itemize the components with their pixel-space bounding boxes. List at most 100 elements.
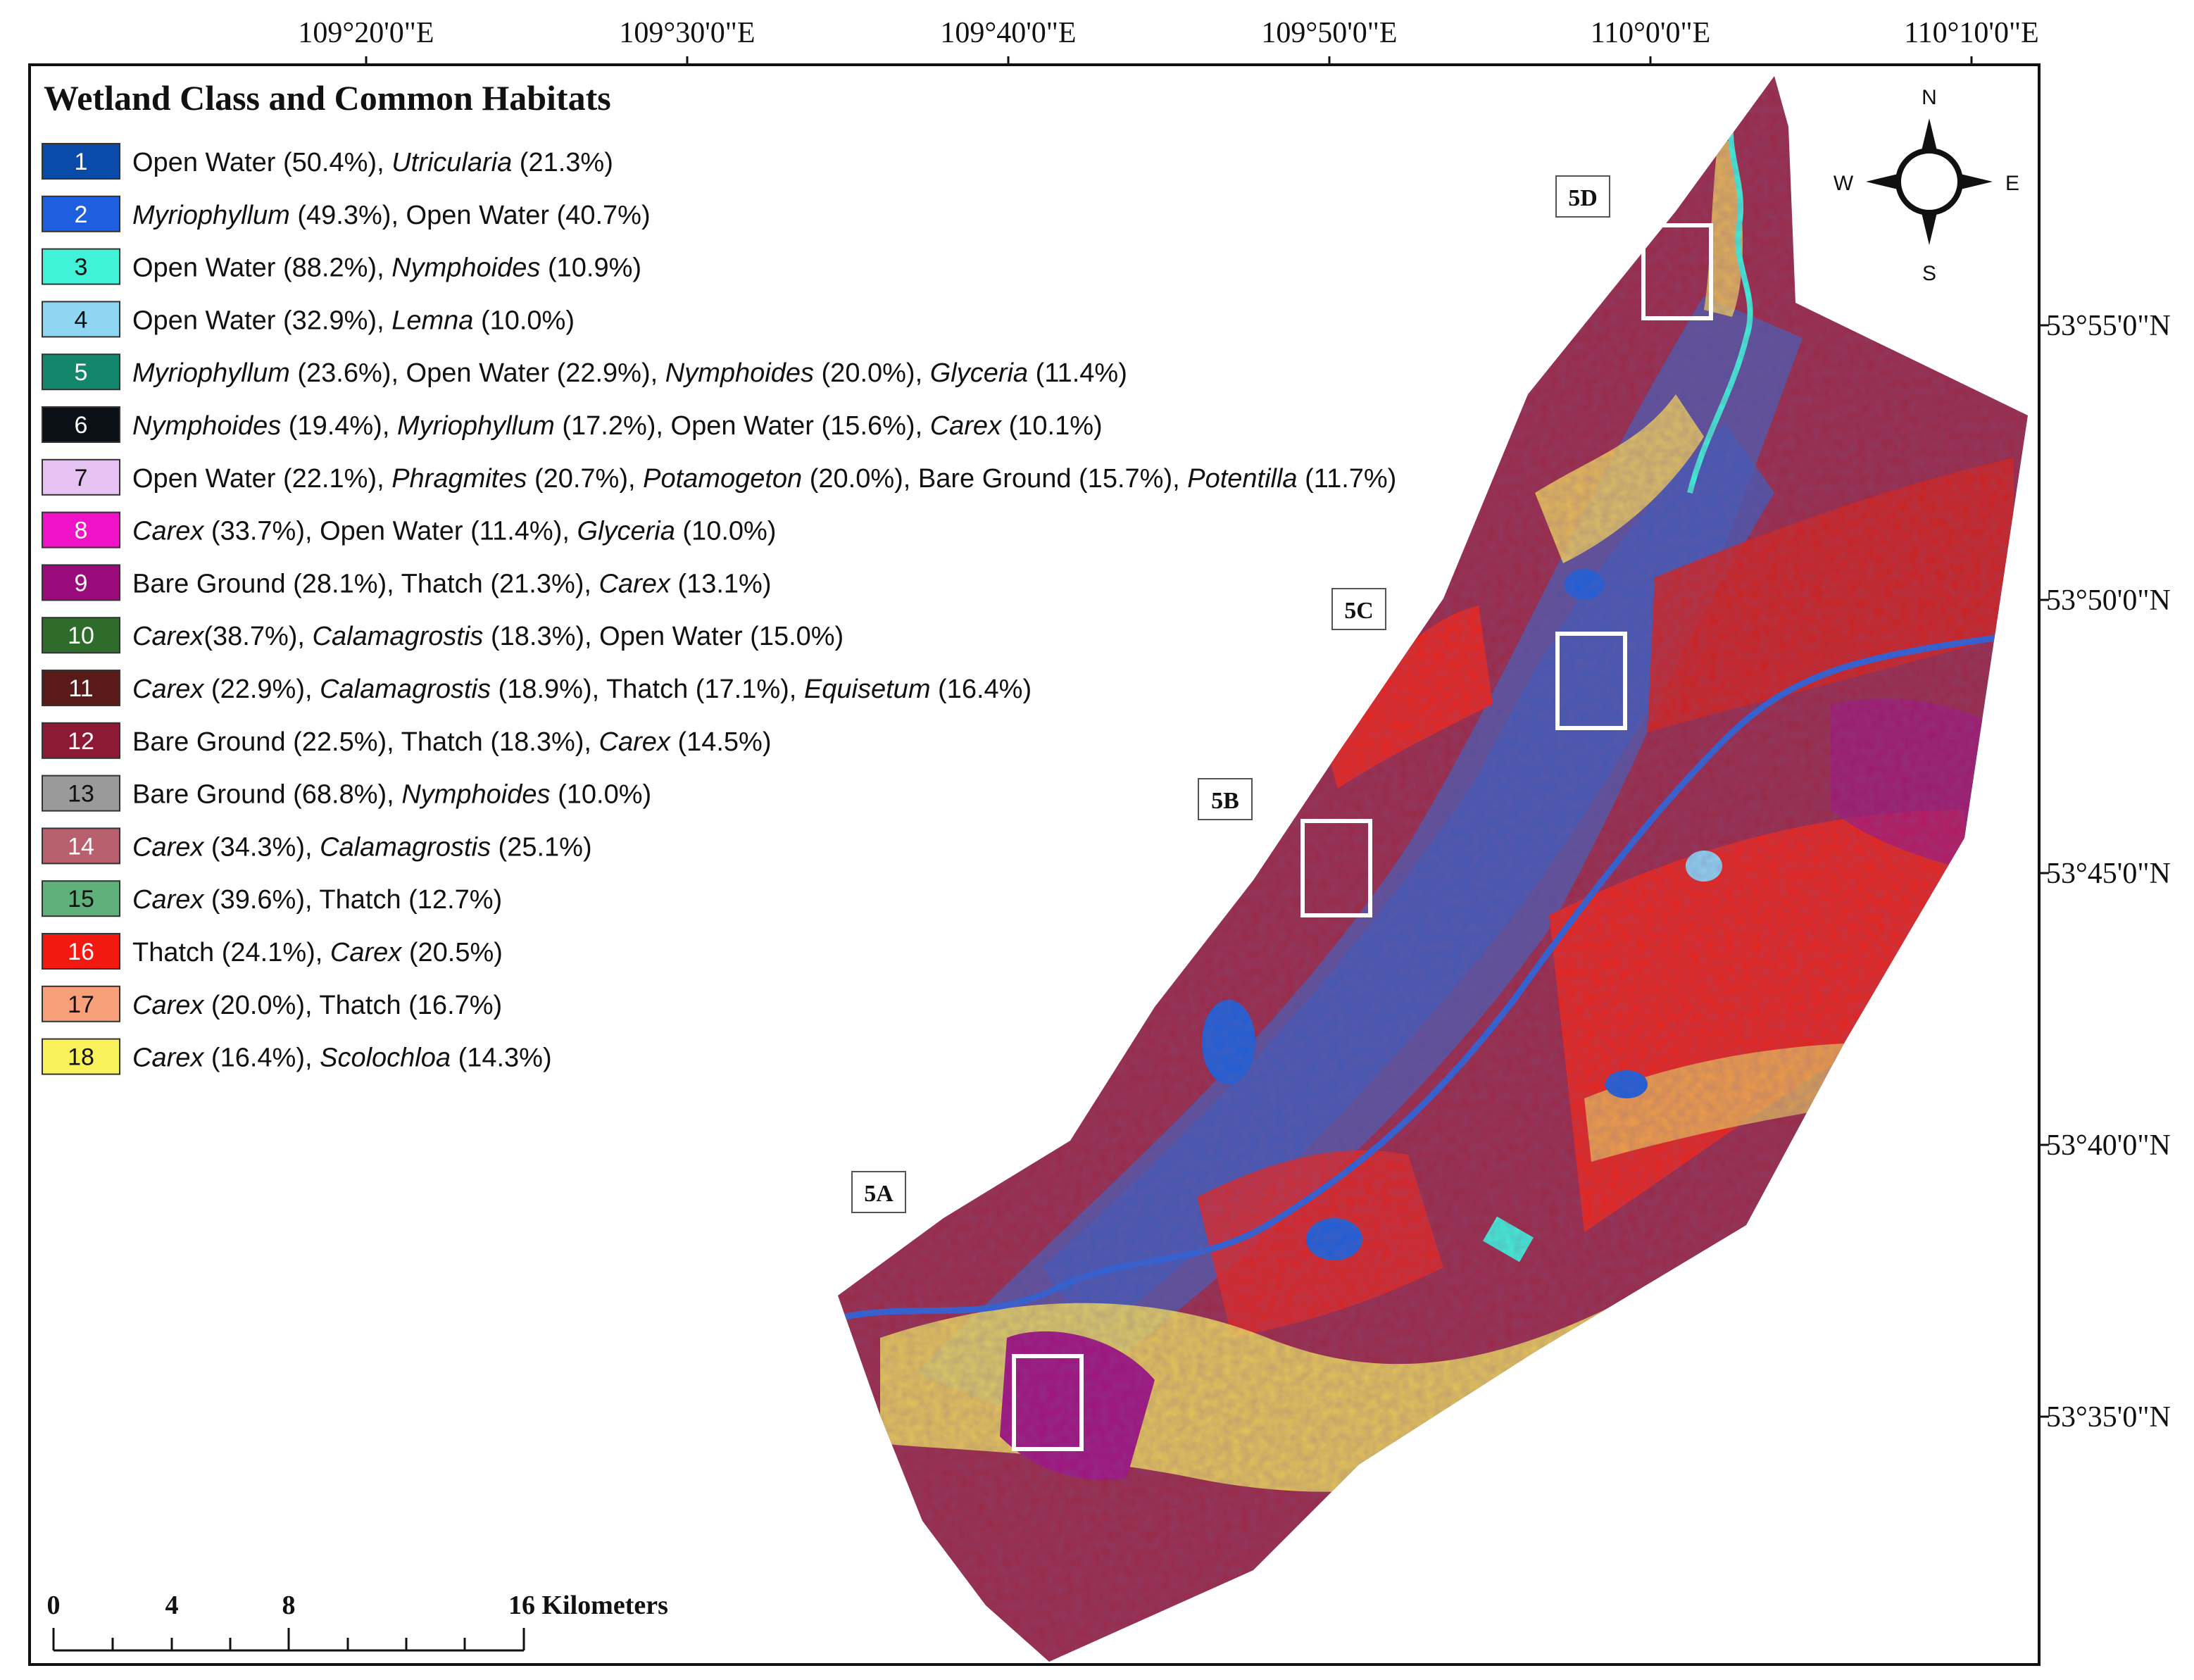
- legend-class-number: 18: [68, 1044, 94, 1071]
- legend-swatch: [42, 406, 120, 443]
- inset-box-5c: [1555, 632, 1627, 730]
- scale-end-label: 16 Kilometers: [508, 1591, 668, 1620]
- legend-swatch: [42, 353, 120, 391]
- legend-class-number: 6: [75, 412, 88, 439]
- legend-swatch: [42, 458, 120, 496]
- longitude-label: 109°20'0"E: [298, 17, 434, 49]
- compass-w: W: [1833, 172, 1854, 195]
- compass-e: E: [2005, 172, 2019, 195]
- legend-class-description: Open Water (32.9%), Lemna (10.0%): [132, 306, 575, 335]
- legend-class-number: 3: [75, 254, 88, 281]
- legend-swatch: [42, 933, 120, 970]
- legend-class-number: 12: [68, 728, 94, 755]
- legend-class-description: Open Water (88.2%), Nymphoides (10.9%): [132, 253, 641, 283]
- legend-swatch: [42, 301, 120, 338]
- legend-item: 1 Open Water (50.4%), Utricularia (21.3%): [42, 143, 613, 180]
- inset-label-5a: 5A: [864, 1181, 894, 1207]
- scale-tick-label: 0: [47, 1591, 61, 1620]
- legend-item: 12 Bare Ground (22.5%), Thatch (18.3%), C…: [42, 722, 772, 759]
- legend-swatch: [42, 617, 120, 654]
- legend-swatch: [42, 880, 120, 917]
- legend-class-description: Carex (34.3%), Calamagrostis (25.1%): [132, 832, 592, 862]
- inset-labels: 5D 5C 5B 5A: [851, 175, 1610, 1213]
- legend-item: 18 Carex (16.4%), Scolochloa (14.3%): [42, 1038, 552, 1075]
- legend-class-description: Carex (20.0%), Thatch (16.7%): [132, 991, 502, 1020]
- legend-class-description: Open Water (50.4%), Utricularia (21.3%): [132, 148, 613, 177]
- legend-class-description: Carex (39.6%), Thatch (12.7%): [132, 885, 502, 915]
- legend-item: 4 Open Water (32.9%), Lemna (10.0%): [42, 301, 575, 338]
- legend-title: Wetland Class and Common Habitats: [44, 78, 611, 118]
- legend-class-number: 5: [75, 359, 88, 386]
- latitude-label: 53°45'0"N: [2046, 858, 2171, 890]
- legend-swatch: [42, 1038, 120, 1075]
- legend-class-description: Thatch (24.1%), Carex (20.5%): [132, 938, 503, 967]
- legend-class-number: 1: [75, 149, 88, 175]
- legend-class-number: 10: [68, 622, 94, 649]
- legend-item: 11 Carex (22.9%), Calamagrostis (18.9%), …: [42, 670, 1032, 706]
- legend-class-number: 2: [75, 201, 88, 228]
- latitude-label: 53°55'0"N: [2046, 310, 2171, 342]
- legend-item: 5 Myriophyllum (23.6%), Open Water (22.9%…: [42, 353, 1127, 391]
- legend-class-description: Open Water (22.1%), Phragmites (20.7%), …: [132, 464, 1396, 494]
- longitude-label: 110°10'0"E: [1904, 17, 2039, 49]
- compass-s: S: [1922, 262, 1936, 285]
- legend-item: 15 Carex (39.6%), Thatch (12.7%): [42, 880, 502, 917]
- latitude-label: 53°35'0"N: [2046, 1401, 2171, 1434]
- legend-item: 8 Carex (33.7%), Open Water (11.4%), Glyc…: [42, 511, 776, 548]
- inset-label-5b: 5B: [1211, 788, 1239, 814]
- inset-box-5b: [1300, 819, 1372, 917]
- legend-class-number: 9: [75, 570, 88, 596]
- legend-swatch: [42, 775, 120, 812]
- legend-class-number: 8: [75, 518, 88, 544]
- legend-class-description: Bare Ground (68.8%), Nymphoides (10.0%): [132, 780, 651, 810]
- legend-class-number: 17: [68, 991, 94, 1018]
- inset-box-5d: [1641, 223, 1713, 320]
- legend-class-description: Bare Ground (28.1%), Thatch (21.3%), Car…: [132, 569, 772, 598]
- legend-swatch: [42, 248, 120, 285]
- longitude-label: 109°30'0"E: [619, 17, 755, 49]
- legend-class-description: Carex (22.9%), Calamagrostis (18.9%), Th…: [132, 675, 1032, 704]
- inset-box-5a: [1012, 1354, 1084, 1451]
- legend-item: 3 Open Water (88.2%), Nymphoides (10.9%): [42, 248, 641, 285]
- latitude-axis: 53°55'0"N 53°50'0"N 53°45'0"N 53°40'0"N …: [2039, 310, 2171, 1434]
- legend-swatch: [42, 722, 120, 759]
- legend-item: 10 Carex(38.7%), Calamagrostis (18.3%), O…: [42, 617, 844, 654]
- legend-item: 16 Thatch (24.1%), Carex (20.5%): [42, 933, 503, 970]
- inset-label-5d: 5D: [1568, 185, 1598, 211]
- legend-item: 14 Carex (34.3%), Calamagrostis (25.1%): [42, 827, 592, 865]
- legend-class-number: 13: [68, 781, 94, 808]
- latitude-label: 53°50'0"N: [2046, 584, 2171, 617]
- legend-item: 9 Bare Ground (28.1%), Thatch (21.3%), Ca…: [42, 564, 772, 601]
- legend-swatch: [42, 670, 120, 706]
- legend-swatch: [42, 985, 120, 1022]
- longitude-label: 109°50'0"E: [1261, 17, 1397, 49]
- legend-swatch: [42, 564, 120, 601]
- legend-item: 13 Bare Ground (68.8%), Nymphoides (10.0%…: [42, 775, 651, 812]
- legend-class-number: 15: [68, 886, 94, 913]
- legend-class-description: Myriophyllum (49.3%), Open Water (40.7%): [132, 201, 651, 230]
- legend-class-description: Nymphoides (19.4%), Myriophyllum (17.2%)…: [132, 411, 1103, 441]
- longitude-label: 109°40'0"E: [940, 17, 1076, 49]
- legend-class-description: Myriophyllum (23.6%), Open Water (22.9%)…: [132, 358, 1127, 388]
- legend-class-number: 16: [68, 939, 94, 965]
- legend-swatch: [42, 511, 120, 548]
- longitude-label: 110°0'0"E: [1591, 17, 1711, 49]
- legend-class-number: 4: [75, 306, 88, 333]
- legend-swatch: [42, 827, 120, 865]
- legend-item: 17 Carex (20.0%), Thatch (16.7%): [42, 985, 502, 1022]
- legend-class-number: 11: [68, 675, 93, 702]
- compass-n: N: [1922, 86, 1937, 109]
- inset-label-5c: 5C: [1344, 598, 1374, 624]
- legend: Wetland Class and Common Habitats 1 Open …: [42, 78, 1396, 1075]
- inset-boxes: [1012, 223, 1713, 1451]
- legend-item: 7 Open Water (22.1%), Phragmites (20.7%),…: [42, 458, 1396, 496]
- legend-item: 2 Myriophyllum (49.3%), Open Water (40.7%…: [42, 195, 651, 232]
- scale-bar: 0 4 8 16 Kilometers: [47, 1591, 668, 1652]
- scale-tick-label: 8: [282, 1591, 296, 1620]
- scale-tick-label: 4: [165, 1591, 179, 1620]
- legend-swatch: [42, 195, 120, 232]
- legend-class-description: Bare Ground (22.5%), Thatch (18.3%), Car…: [132, 727, 772, 757]
- longitude-axis: 109°20'0"E 109°30'0"E 109°40'0"E 109°50'…: [298, 17, 2039, 65]
- legend-class-description: Carex (16.4%), Scolochloa (14.3%): [132, 1043, 552, 1073]
